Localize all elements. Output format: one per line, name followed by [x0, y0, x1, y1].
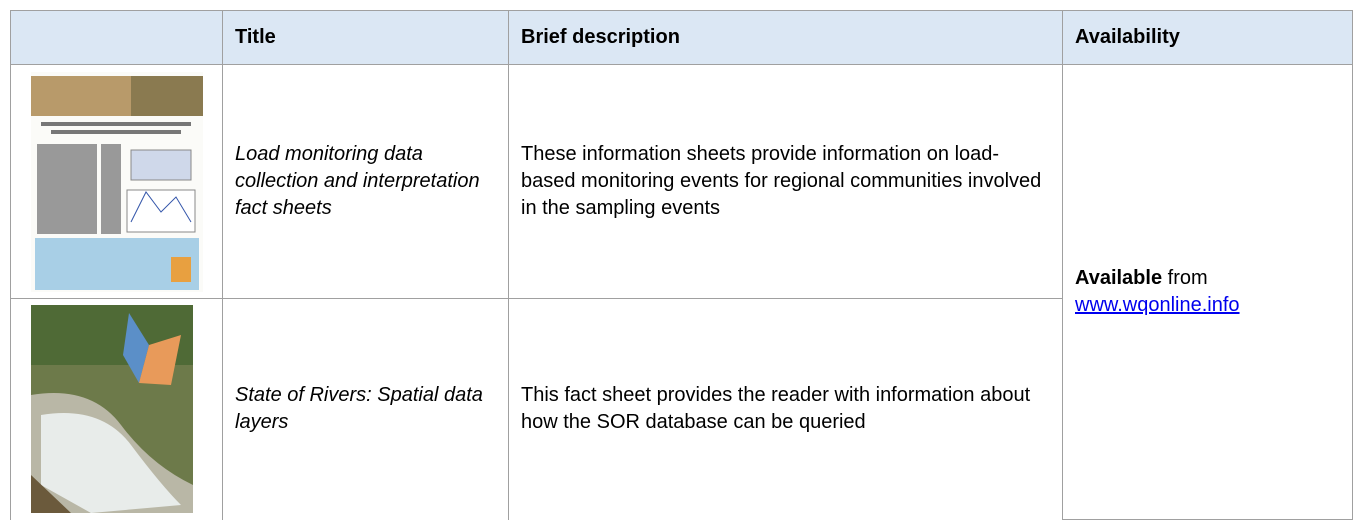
- header-cell: [10, 10, 223, 65]
- description-cell: These information sheets provide informa…: [508, 64, 1063, 299]
- header-cell: Title: [222, 10, 509, 65]
- description-cell: This fact sheet provides the reader with…: [508, 298, 1063, 520]
- fact-sheet-thumbnail: [30, 71, 203, 292]
- header-cell: Brief description: [508, 10, 1063, 65]
- availability-bold: Available: [1075, 267, 1163, 289]
- availability-cell: Available from www.wqonline.info: [1062, 64, 1353, 520]
- river-thumbnail: [31, 305, 193, 514]
- resource-table: Title Brief description Availability Loa…: [10, 10, 1353, 520]
- row: Load monitoring data collection and inte…: [10, 64, 1353, 520]
- title-cell: Load monitoring data collection and inte…: [222, 64, 509, 299]
- header-cell: Availability: [1062, 10, 1353, 65]
- thumbnail-cell: [10, 64, 223, 299]
- title-cell: State of Rivers: Spatial data layers: [222, 298, 509, 520]
- thumbnail-cell: [10, 298, 223, 520]
- row: State of Rivers: Spatial data layers Thi…: [10, 298, 1353, 520]
- header-row: Title Brief description Availability: [10, 10, 1353, 65]
- availability-link[interactable]: www.wqonline.info: [1075, 294, 1240, 316]
- availability-text: from: [1167, 267, 1208, 289]
